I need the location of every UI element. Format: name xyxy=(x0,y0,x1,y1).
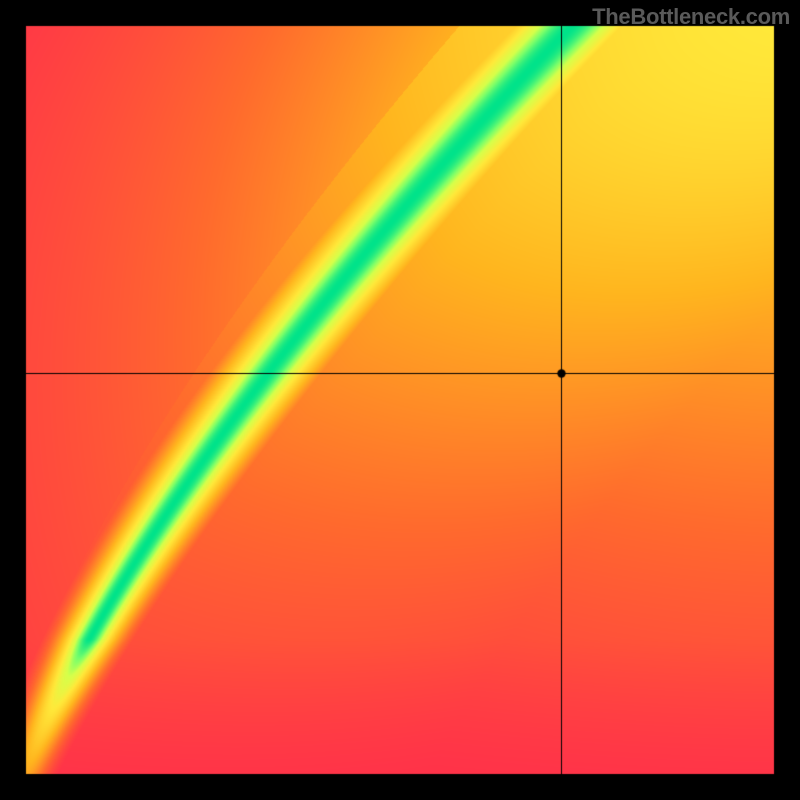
bottleneck-heatmap xyxy=(0,0,800,800)
watermark-text: TheBottleneck.com xyxy=(592,4,790,30)
